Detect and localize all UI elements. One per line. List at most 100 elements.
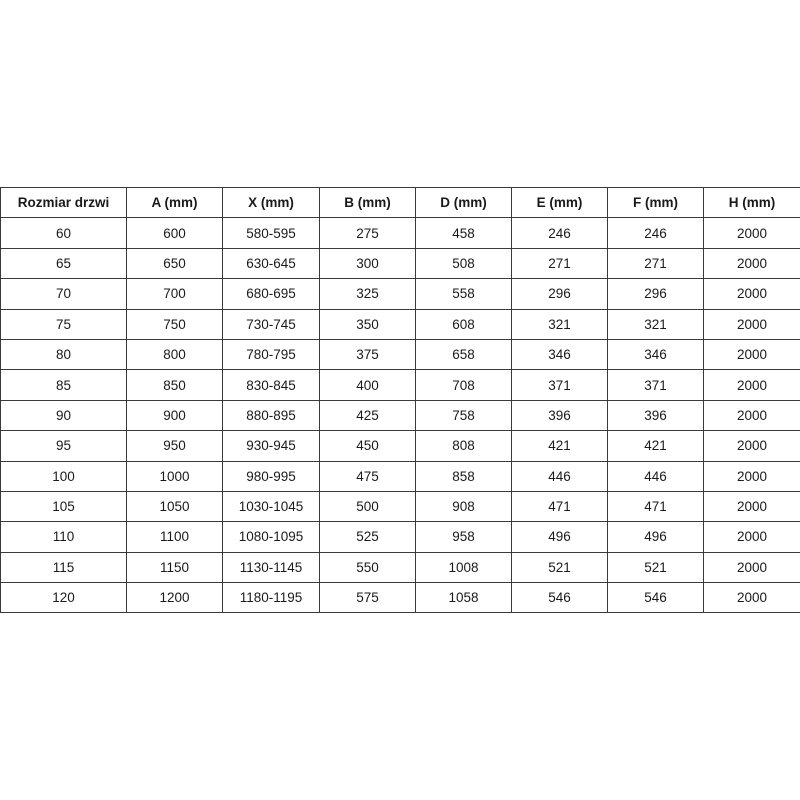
table-cell: 2000: [703, 278, 800, 310]
table-cell: 800: [126, 338, 223, 371]
table-row: 80 800 780-795 375 658 346 346 2000: [0, 338, 800, 371]
table-row: 120 1200 1180-1195 575 1058 546 546 2000: [0, 582, 800, 614]
table-cell: 525: [319, 521, 416, 553]
table-cell: 730-745: [222, 308, 320, 340]
column-header: Rozmiar drzwi: [0, 186, 127, 219]
table-cell: 115: [0, 551, 127, 584]
table-cell: 75: [0, 308, 127, 340]
table-row: 85 850 830-845 400 708 371 371 2000: [0, 369, 800, 401]
table-cell: 1200: [126, 582, 223, 614]
table-cell: 580-595: [222, 217, 320, 249]
table-cell: 271: [607, 247, 704, 280]
table-cell: 508: [415, 247, 512, 280]
table-cell: 2000: [703, 369, 800, 401]
table-cell: 950: [126, 430, 223, 462]
table-cell: 496: [607, 521, 704, 553]
table-cell: 1100: [126, 521, 223, 553]
table-row: 115 1150 1130-1145 550 1008 521 521 2000: [0, 551, 800, 584]
table-cell: 608: [415, 308, 512, 340]
table-cell: 546: [607, 582, 704, 614]
table-row: 100 1000 980-995 475 858 446 446 2000: [0, 460, 800, 492]
door-size-table: Rozmiar drzwi A (mm) X (mm) B (mm) D (mm) E (…: [0, 186, 800, 614]
table-cell: 630-645: [222, 247, 320, 280]
table-row: 60 600 580-595 275 458 246 246 2000: [0, 217, 800, 249]
table-cell: 850: [126, 369, 223, 401]
table-cell: 1130-1145: [222, 551, 320, 584]
table-cell: 275: [319, 217, 416, 249]
table-cell: 2000: [703, 490, 800, 523]
table-row: 110 1100 1080-1095 525 958 496 496 2000: [0, 521, 800, 553]
table-cell: 446: [511, 460, 608, 492]
table-cell: 1180-1195: [222, 582, 320, 614]
table-cell: 2000: [703, 308, 800, 340]
table-cell: 246: [607, 217, 704, 249]
table-cell: 421: [511, 430, 608, 462]
table-cell: 2000: [703, 460, 800, 492]
table-cell: 658: [415, 338, 512, 371]
table-cell: 60: [0, 217, 127, 249]
table-cell: 858: [415, 460, 512, 492]
table-row: 95 950 930-945 450 808 421 421 2000: [0, 430, 800, 462]
table-cell: 700: [126, 278, 223, 310]
table-cell: 758: [415, 399, 512, 432]
column-header: H (mm): [703, 186, 800, 219]
table-cell: 2000: [703, 217, 800, 249]
table-cell: 2000: [703, 399, 800, 432]
table-cell: 346: [511, 338, 608, 371]
table-cell: 95: [0, 430, 127, 462]
table-cell: 100: [0, 460, 127, 492]
table-cell: 546: [511, 582, 608, 614]
table-row: 70 700 680-695 325 558 296 296 2000: [0, 278, 800, 310]
table-cell: 321: [511, 308, 608, 340]
table-cell: 85: [0, 369, 127, 401]
table-cell: 110: [0, 521, 127, 553]
table-cell: 880-895: [222, 399, 320, 432]
table-cell: 1058: [415, 582, 512, 614]
table-cell: 321: [607, 308, 704, 340]
table-cell: 900: [126, 399, 223, 432]
table-cell: 421: [607, 430, 704, 462]
table-cell: 246: [511, 217, 608, 249]
table-cell: 650: [126, 247, 223, 280]
table-cell: 271: [511, 247, 608, 280]
table-cell: 575: [319, 582, 416, 614]
table-cell: 65: [0, 247, 127, 280]
table-cell: 500: [319, 490, 416, 523]
table-cell: 2000: [703, 247, 800, 280]
table-row: 105 1050 1030-1045 500 908 471 471 2000: [0, 490, 800, 523]
table-cell: 446: [607, 460, 704, 492]
table-cell: 105: [0, 490, 127, 523]
table-cell: 2000: [703, 338, 800, 371]
table-cell: 325: [319, 278, 416, 310]
table-cell: 371: [607, 369, 704, 401]
table-cell: 296: [511, 278, 608, 310]
table-cell: 80: [0, 338, 127, 371]
table-cell: 2000: [703, 582, 800, 614]
table-body: 60 600 580-595 275 458 246 246 2000 65 650 630-645…: [0, 217, 800, 614]
table-cell: 600: [126, 217, 223, 249]
table-cell: 400: [319, 369, 416, 401]
column-header: D (mm): [415, 186, 512, 219]
table-cell: 375: [319, 338, 416, 371]
table-cell: 1030-1045: [222, 490, 320, 523]
table-header: Rozmiar drzwi A (mm) X (mm) B (mm) D (mm) E (…: [0, 186, 800, 219]
table-row: 75 750 730-745 350 608 321 321 2000: [0, 308, 800, 340]
table-cell: 980-995: [222, 460, 320, 492]
column-header: A (mm): [126, 186, 223, 219]
table-cell: 558: [415, 278, 512, 310]
table-cell: 521: [511, 551, 608, 584]
table-cell: 450: [319, 430, 416, 462]
table-cell: 2000: [703, 551, 800, 584]
table-cell: 346: [607, 338, 704, 371]
table-cell: 475: [319, 460, 416, 492]
table-row: 65 650 630-645 300 508 271 271 2000: [0, 247, 800, 280]
table-cell: 750: [126, 308, 223, 340]
table-cell: 830-845: [222, 369, 320, 401]
column-header: X (mm): [222, 186, 320, 219]
column-header: E (mm): [511, 186, 608, 219]
table-cell: 296: [607, 278, 704, 310]
table-cell: 471: [511, 490, 608, 523]
table-row: 90 900 880-895 425 758 396 396 2000: [0, 399, 800, 432]
table-cell: 425: [319, 399, 416, 432]
header-row: Rozmiar drzwi A (mm) X (mm) B (mm) D (mm) E (…: [0, 186, 800, 219]
